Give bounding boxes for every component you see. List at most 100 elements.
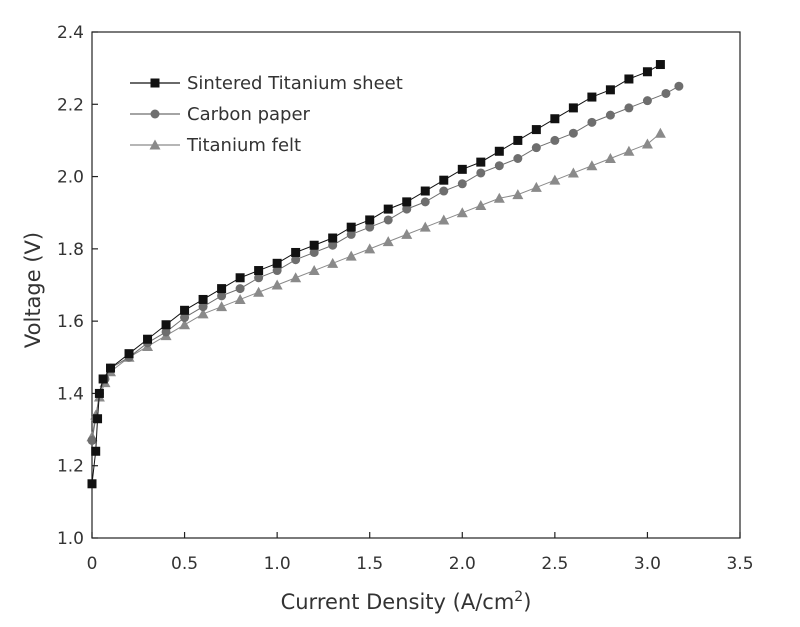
data-point [531, 125, 541, 135]
ticks: 0 0.5 1.0 1.5 2.0 2.5 3.0 3.5 1.0 1.2 1.4 1.6 1.8 2.0… [57, 23, 754, 574]
data-point [587, 117, 597, 127]
data-point [624, 103, 634, 113]
data-point [420, 197, 430, 207]
data-point [272, 266, 282, 276]
data-point [235, 273, 245, 283]
data-point [309, 240, 319, 250]
data-point [272, 258, 282, 268]
data-point [568, 103, 578, 113]
data-marks [86, 60, 684, 489]
data-point [420, 186, 430, 196]
legend-label: Carbon paper [187, 104, 311, 125]
data-point [530, 181, 542, 192]
data-point [549, 174, 561, 185]
data-point [661, 88, 671, 98]
y-tick-label: 1.4 [57, 384, 84, 404]
data-point [476, 157, 486, 167]
legend-label: Titanium felt [186, 135, 301, 156]
data-point [198, 294, 208, 304]
data-point [198, 302, 208, 312]
data-point [439, 186, 449, 196]
data-point [402, 204, 412, 214]
plot-frame [91, 31, 741, 539]
data-point [494, 146, 504, 156]
axes [91, 31, 741, 539]
data-point [674, 81, 684, 91]
data-point [457, 164, 467, 174]
data-point [328, 240, 338, 250]
legend-item: Carbon paper [130, 104, 311, 125]
data-point [587, 92, 597, 102]
data-point [291, 255, 301, 265]
legend-label: Sintered Titanium sheet [187, 73, 403, 94]
data-point [234, 293, 246, 304]
data-point [439, 175, 449, 185]
data-point [382, 236, 394, 247]
data-point [309, 247, 319, 257]
data-point [235, 284, 245, 294]
data-point [624, 74, 634, 84]
data-point [623, 145, 635, 156]
x-axis-title: Current Density (A/cm2) [281, 589, 532, 614]
y-tick-label: 2.0 [57, 168, 84, 188]
x-tick-label: 2.5 [541, 554, 568, 574]
data-point [550, 135, 560, 145]
data-point [180, 305, 190, 315]
data-point [87, 479, 97, 489]
x-tick-label: 2.0 [449, 554, 476, 574]
y-tick-label: 1.2 [57, 457, 84, 477]
data-point [494, 161, 504, 171]
data-point [179, 319, 191, 330]
series-square [87, 60, 665, 489]
x-tick-label: 1.5 [356, 554, 383, 574]
legend-item: Titanium felt [130, 135, 301, 156]
data-point [216, 301, 228, 312]
data-point [143, 334, 153, 344]
legend: Sintered Titanium sheet Carbon paper Titan… [130, 73, 403, 156]
data-point [106, 363, 116, 373]
data-point [364, 243, 376, 254]
data-point [180, 313, 190, 323]
data-point [605, 85, 615, 95]
x-tick-label: 3.0 [634, 554, 661, 574]
data-point [641, 138, 653, 149]
data-point [402, 197, 412, 207]
data-point [512, 189, 524, 200]
data-point [291, 247, 301, 257]
y-axis-title: Voltage (V) [21, 232, 45, 348]
data-point [550, 114, 560, 124]
y-tick-label: 1.6 [57, 312, 84, 332]
data-point [456, 207, 468, 218]
x-tick-label: 0.5 [171, 554, 198, 574]
data-point [605, 110, 615, 120]
data-point [161, 320, 171, 330]
data-point [365, 215, 375, 225]
data-point [642, 67, 652, 77]
data-point [365, 222, 375, 232]
data-point [642, 96, 652, 106]
data-point [94, 388, 104, 398]
data-point [217, 291, 227, 301]
series-line [91, 64, 661, 484]
data-point [271, 279, 283, 290]
x-tick-label: 1.0 [264, 554, 291, 574]
data-point [253, 286, 265, 297]
data-point [513, 135, 523, 145]
series-triangle [86, 127, 666, 442]
data-point [383, 215, 393, 225]
data-point [438, 214, 450, 225]
data-point [217, 284, 227, 294]
data-point [476, 168, 486, 178]
legend-marker [150, 109, 160, 119]
x-tick-label: 0 [87, 554, 98, 574]
legend-item: Sintered Titanium sheet [130, 73, 403, 94]
data-point [655, 60, 665, 70]
data-point [124, 349, 134, 359]
y-tick-label: 1.8 [57, 240, 84, 260]
data-point [328, 233, 338, 243]
series-circle [87, 81, 684, 445]
x-axis-title-superscript: 2 [514, 589, 523, 605]
data-point [419, 221, 431, 232]
data-point [654, 127, 666, 138]
